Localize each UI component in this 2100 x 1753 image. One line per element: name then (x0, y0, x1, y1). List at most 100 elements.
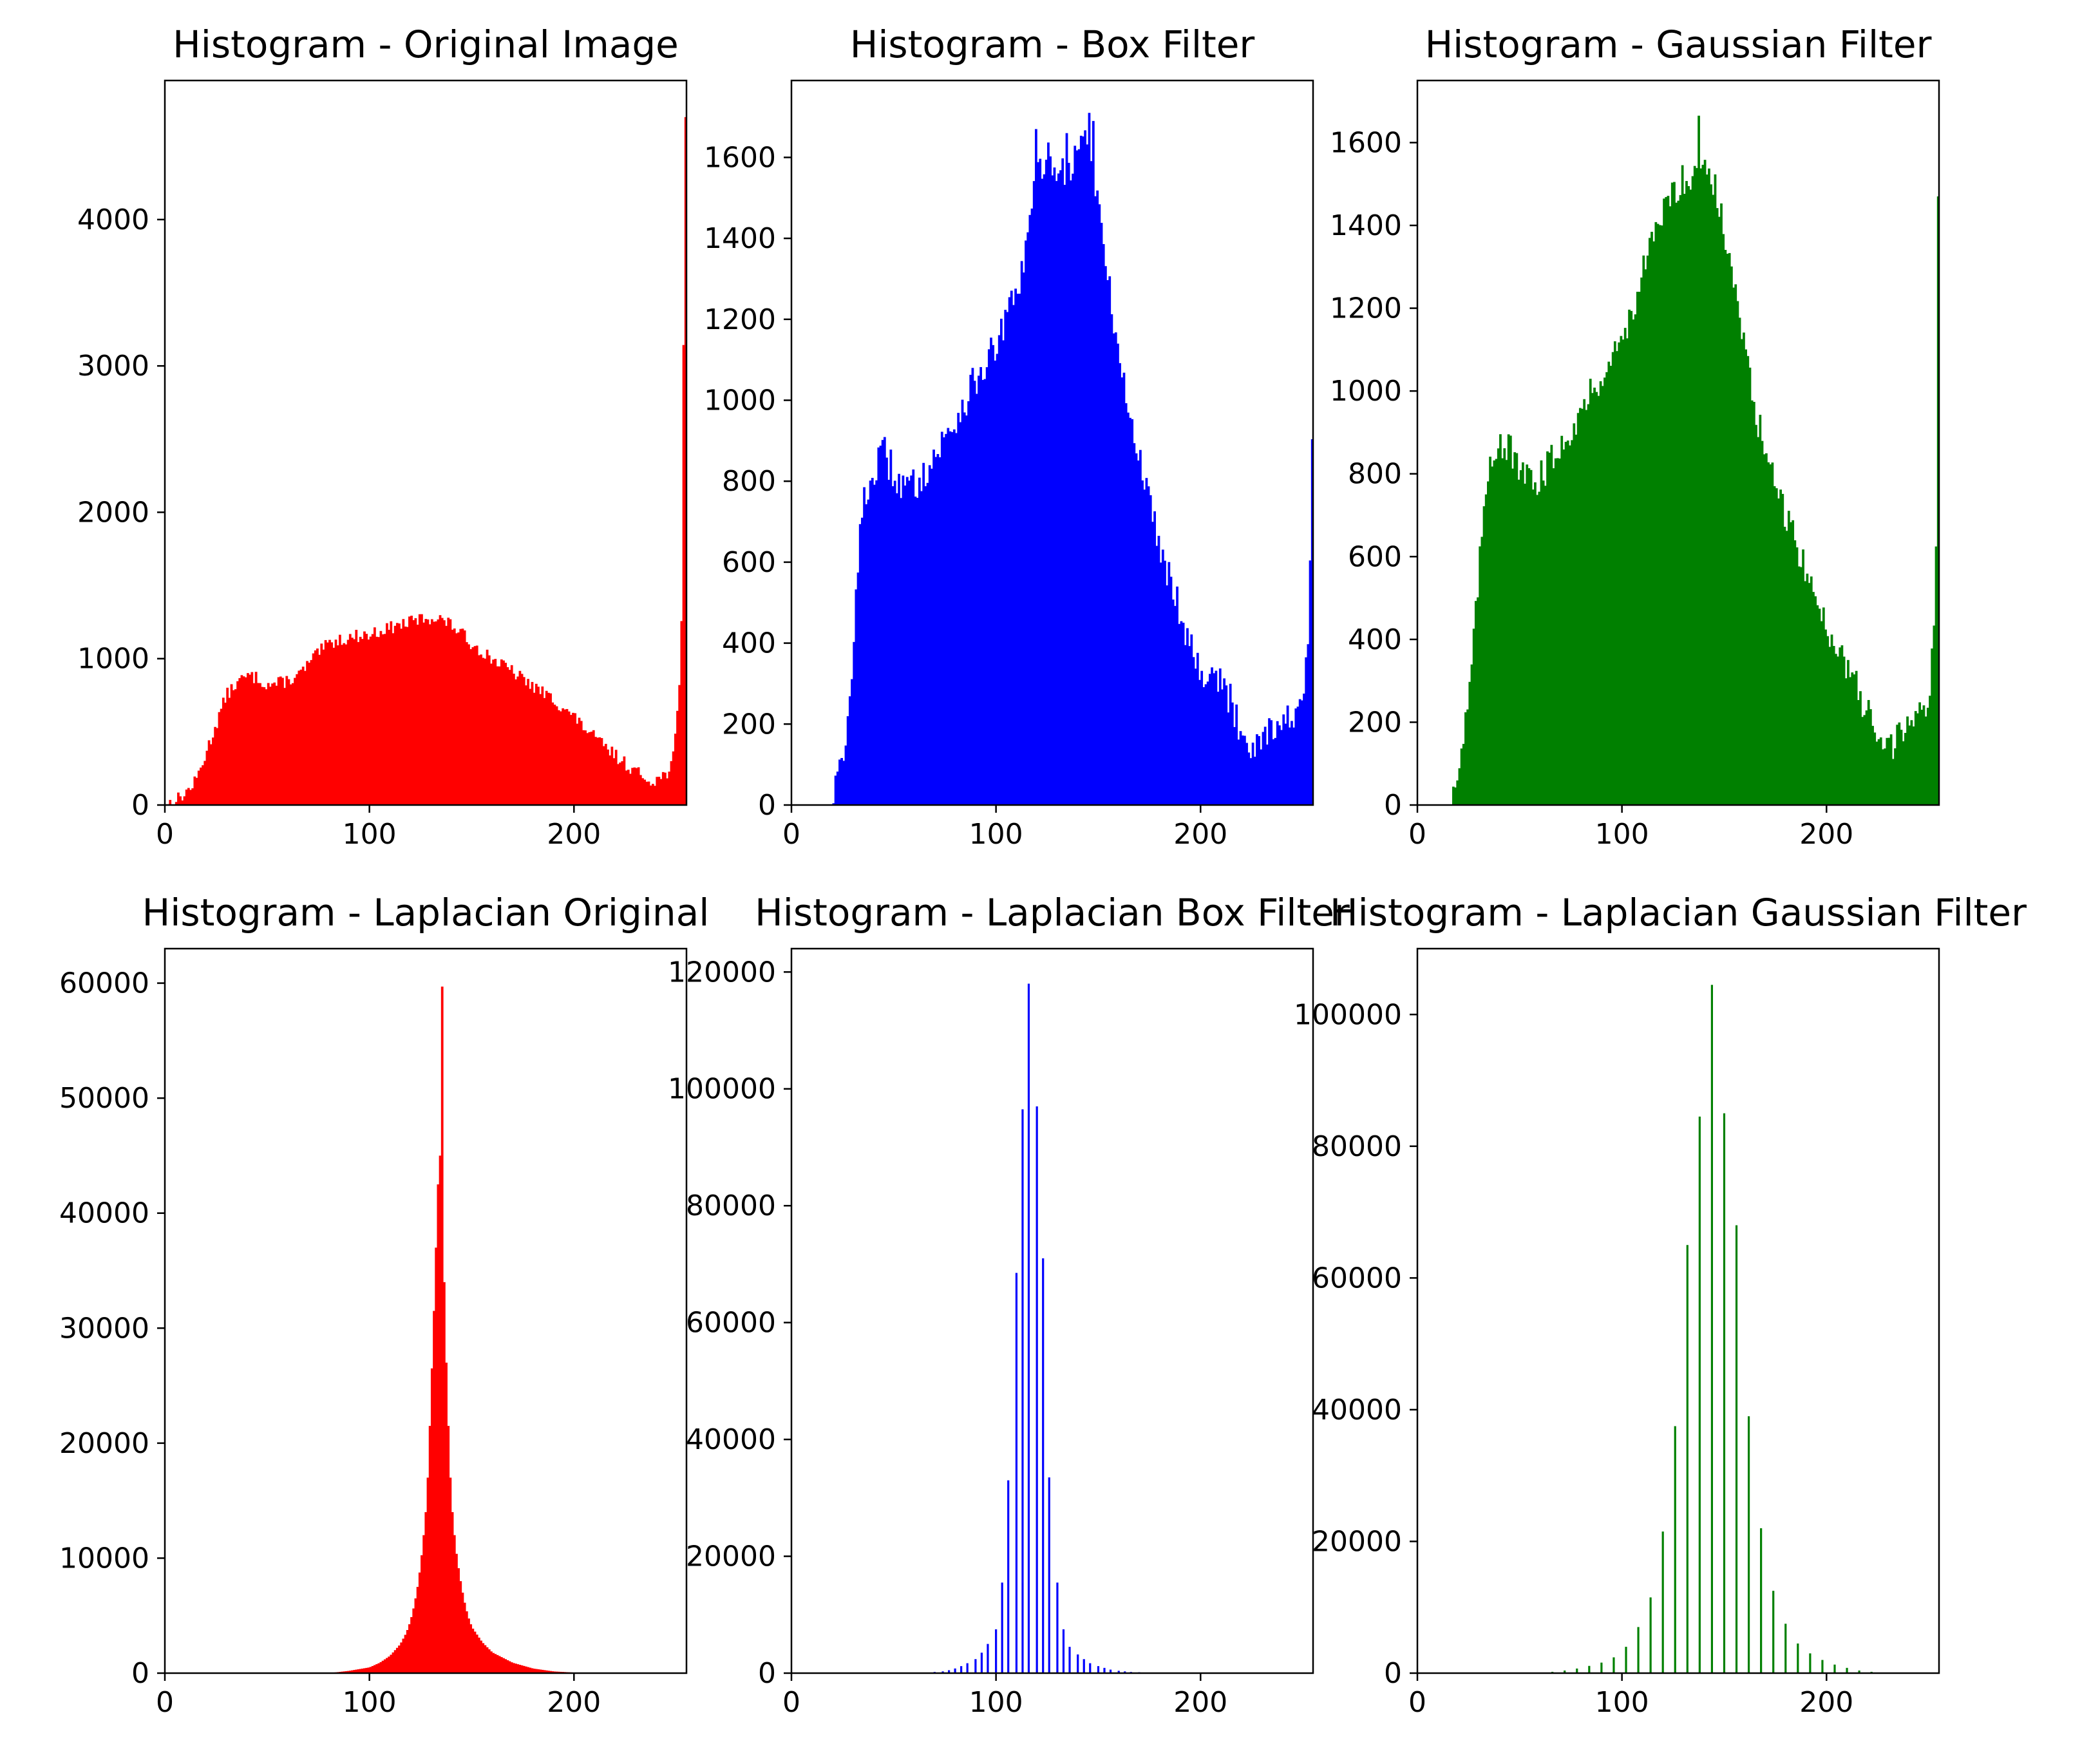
histogram-bar (627, 770, 630, 805)
histogram-bar (1759, 415, 1762, 805)
histogram-spike-5 (1600, 1662, 1603, 1673)
histogram-bar (443, 1282, 446, 1673)
histogram-spike-3 (1576, 1668, 1578, 1673)
x-tick-label: 100 (969, 1686, 1023, 1719)
histogram-bar (518, 1665, 522, 1673)
histogram-bar (1000, 318, 1003, 805)
histogram-bar (1889, 734, 1893, 805)
histogram-bar (1673, 182, 1676, 805)
histogram-bar (209, 744, 213, 805)
histogram-bar (533, 692, 536, 805)
histogram-bar (183, 796, 186, 805)
histogram-bar (1752, 402, 1755, 805)
histogram-bar (1765, 453, 1768, 805)
histogram-bar (1562, 449, 1566, 805)
histogram-bar (500, 659, 503, 805)
histogram-bar (1859, 691, 1862, 805)
axes-frame (1416, 79, 1940, 806)
histogram-bar (569, 715, 572, 805)
histogram-bar (1667, 196, 1670, 805)
histogram-bar (1155, 545, 1159, 805)
histogram-bar (924, 486, 927, 805)
histogram-bar (226, 687, 229, 805)
histogram-bar (1235, 704, 1238, 805)
histogram-bar (424, 619, 428, 805)
histogram-bar (1822, 607, 1825, 805)
histogram-bar (981, 379, 985, 805)
histogram-bar (1552, 468, 1555, 805)
histogram-bar (508, 1661, 511, 1673)
histogram-bar (445, 625, 448, 805)
histogram-bar (1589, 379, 1592, 805)
histogram-bar (602, 746, 605, 805)
histogram-bar (371, 1665, 374, 1673)
histogram-bar (169, 800, 172, 805)
x-tick-label: 100 (1595, 818, 1649, 851)
histogram-bar (1732, 287, 1735, 805)
y-tick-label: 800 (1348, 458, 1402, 491)
histogram-bar (1708, 168, 1710, 805)
histogram-bar (421, 1555, 423, 1673)
histogram-bar (1857, 700, 1860, 805)
histogram-bar (1307, 644, 1310, 805)
histogram-bar (355, 1669, 358, 1673)
histogram-bar (386, 1658, 388, 1673)
histogram-bar (1687, 185, 1690, 805)
histogram-bar (377, 637, 381, 805)
histogram-bar (1714, 174, 1717, 805)
histogram-bar (1458, 768, 1461, 805)
histogram-bar (1168, 562, 1171, 805)
x-tick-label: 0 (1408, 1686, 1426, 1719)
histogram-bar (1477, 597, 1479, 805)
histogram-bar (346, 1671, 350, 1673)
histogram-bar (375, 636, 378, 805)
histogram-bar (1812, 592, 1815, 805)
histogram-bar (242, 676, 245, 805)
histogram-bar (1591, 393, 1594, 805)
histogram-bar (898, 473, 900, 805)
histogram-bar (1278, 725, 1281, 805)
histogram-bar (437, 1184, 440, 1673)
histogram-spike-21 (1797, 1643, 1799, 1673)
histogram-bar (652, 784, 654, 805)
histogram-bar (310, 659, 313, 805)
histogram-bar (1738, 317, 1741, 805)
histogram-bar (1550, 444, 1553, 805)
histogram-spike-12 (1001, 1582, 1003, 1673)
histogram-bar (320, 643, 323, 805)
histogram-bar (1777, 498, 1780, 805)
histogram-bar (285, 676, 289, 805)
histogram-bar (1891, 759, 1895, 805)
histogram-bar (339, 634, 341, 805)
axes-frame (164, 79, 688, 806)
histogram-bar (959, 422, 962, 805)
histogram-bar (487, 1649, 491, 1673)
histogram-bar (1716, 208, 1719, 805)
histogram-bar (1507, 434, 1510, 805)
histogram-bar (1063, 184, 1066, 805)
histogram-bar (547, 1671, 550, 1673)
histogram-bar (480, 654, 482, 805)
chart-panel-4: 0 100 200 0 10000 20000 30000 40000 50000 60000 Hi… (59, 891, 709, 1719)
histogram-bar (1253, 756, 1256, 805)
histogram-spike-11 (995, 1629, 998, 1673)
histogram-bar (943, 437, 945, 805)
histogram-bar (1679, 194, 1682, 805)
histogram-bar (1022, 272, 1025, 805)
histogram-bar (1534, 482, 1537, 805)
bars-group (1551, 985, 1873, 1673)
histogram-bar (922, 462, 925, 805)
histogram-bar (1141, 480, 1144, 805)
histogram-bar (858, 524, 862, 805)
histogram-spike-2 (1564, 1670, 1566, 1673)
histogram-bar (455, 1553, 458, 1673)
histogram-bar (1900, 730, 1903, 805)
histogram-bar (1082, 136, 1084, 805)
histogram-bar (1489, 457, 1491, 805)
histogram-bar (433, 1311, 435, 1673)
y-tick-label: 0 (131, 789, 149, 822)
histogram-bar (306, 661, 308, 805)
histogram-bar (1877, 739, 1880, 805)
histogram-bar (453, 1535, 456, 1673)
histogram-bar (596, 737, 599, 805)
